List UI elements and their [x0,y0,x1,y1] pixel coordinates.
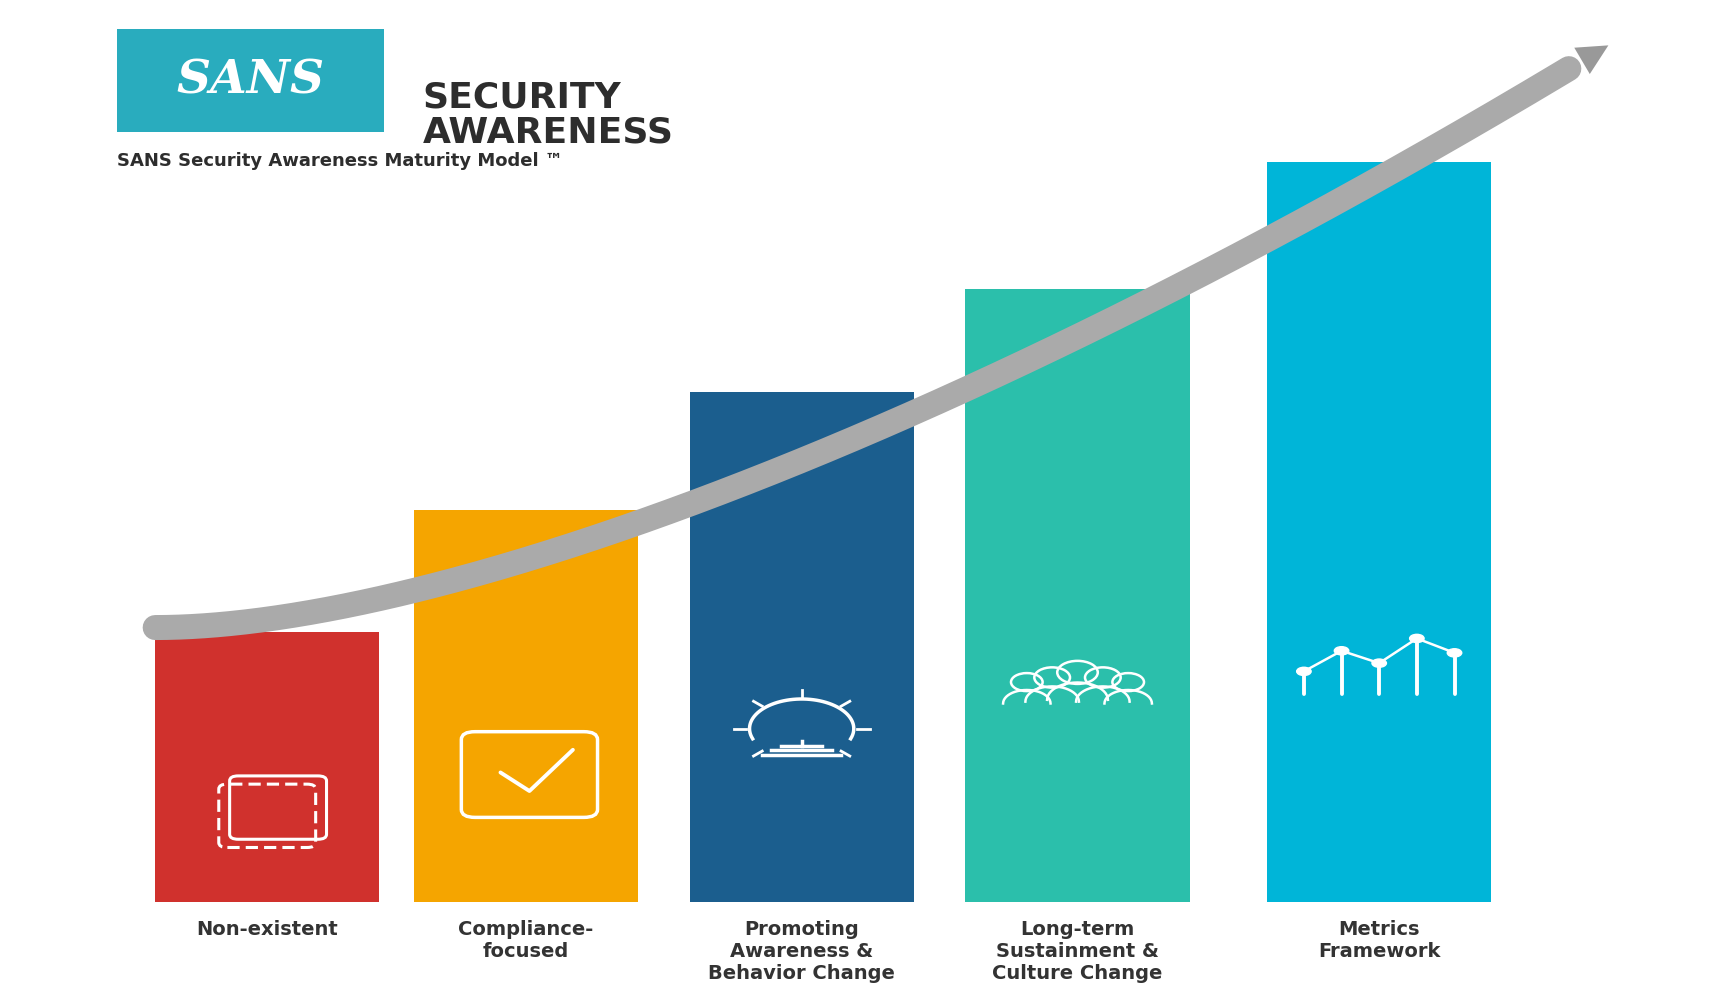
Text: Compliance-
focused: Compliance- focused [458,919,593,961]
Circle shape [1446,648,1461,657]
Bar [414,510,638,902]
Text: Non-existent: Non-existent [196,919,338,939]
Text: SANS: SANS [177,58,324,104]
Circle shape [1372,659,1385,667]
Circle shape [1296,667,1311,675]
Bar [965,289,1189,902]
Bar [155,632,379,902]
Bar [689,392,913,902]
Bar [1266,161,1490,902]
Circle shape [1334,646,1347,655]
Bar [117,30,384,132]
Text: SECURITY
AWARENESS: SECURITY AWARENESS [422,81,674,149]
Text: SANS Security Awareness Maturity Model ™: SANS Security Awareness Maturity Model ™ [117,152,563,170]
Text: Long-term
Sustainment &
Culture Change: Long-term Sustainment & Culture Change [992,919,1161,983]
Circle shape [1409,634,1423,642]
Text: Promoting
Awareness &
Behavior Change: Promoting Awareness & Behavior Change [708,919,894,983]
Text: Metrics
Framework: Metrics Framework [1318,919,1439,961]
